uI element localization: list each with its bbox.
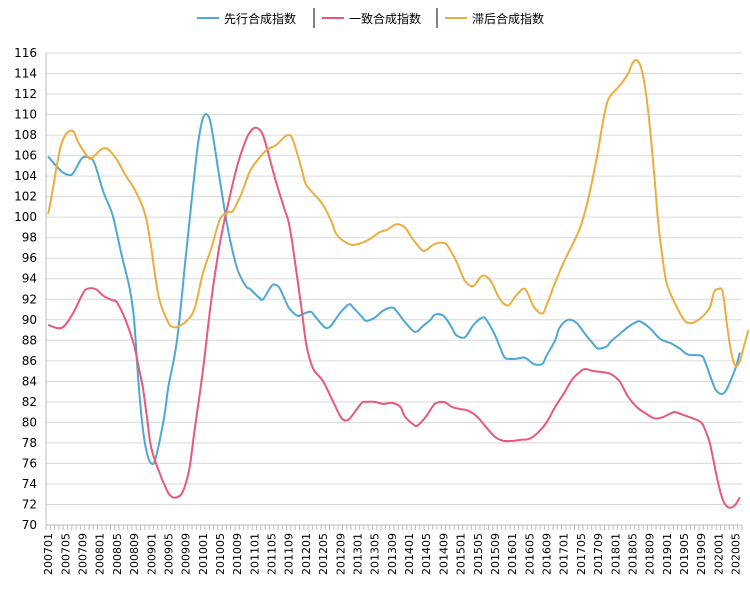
x-tick-label: 201109 xyxy=(283,533,296,575)
y-tick-label: 116 xyxy=(14,46,37,60)
x-tick-label: 201409 xyxy=(437,533,450,575)
y-tick-label: 84 xyxy=(22,374,37,388)
y-tick-label: 76 xyxy=(22,456,37,470)
x-axis: 200701 200705 200709 200801 200805 200809 2009… xyxy=(42,524,743,575)
x-tick-label: 200801 xyxy=(94,533,107,575)
series-lines xyxy=(47,59,750,509)
x-tick-label: 201405 xyxy=(420,533,433,575)
x-tick-label: 201105 xyxy=(266,533,279,575)
y-tick-label: 86 xyxy=(22,354,37,368)
x-tick-label: 200701 xyxy=(42,533,55,575)
x-tick-label: 202001 xyxy=(712,533,725,575)
y-tick-label: 108 xyxy=(14,128,37,142)
x-tick-label: 201101 xyxy=(248,533,261,575)
x-tick-label: 200709 xyxy=(77,533,90,575)
legend-label-2: 一致合成指数 xyxy=(349,11,421,26)
y-tick-label: 78 xyxy=(22,436,37,450)
x-tick-label: 202005 xyxy=(730,533,743,575)
x-tick-label: 200909 xyxy=(180,533,193,575)
y-tick-label: 114 xyxy=(14,67,37,81)
y-tick-label: 94 xyxy=(22,272,37,286)
series-line-1 xyxy=(47,113,741,466)
y-tick-label: 102 xyxy=(14,190,37,204)
x-tick-label: 201701 xyxy=(558,533,571,575)
x-tick-label: 201809 xyxy=(644,533,657,575)
chart-legend: 先行合成指数 一致合成指数 滞后合成指数 xyxy=(197,8,544,28)
y-tick-label: 88 xyxy=(22,333,37,347)
x-tick-label: 200905 xyxy=(162,533,175,575)
x-tick-label: 201309 xyxy=(386,533,399,575)
y-tick-label: 96 xyxy=(22,251,37,265)
y-tick-label: 80 xyxy=(22,415,37,429)
x-tick-label: 201001 xyxy=(197,533,210,575)
x-tick-label: 201501 xyxy=(455,533,468,575)
x-tick-label: 200809 xyxy=(128,533,141,575)
x-tick-label: 201005 xyxy=(214,533,227,575)
x-tick-label: 201801 xyxy=(609,533,622,575)
x-tick-label: 201909 xyxy=(695,533,708,575)
y-tick-label: 112 xyxy=(14,87,37,101)
y-tick-label: 90 xyxy=(22,313,37,327)
y-gridlines xyxy=(46,52,742,526)
x-tick-label: 200901 xyxy=(145,533,158,575)
x-tick-label: 201401 xyxy=(403,533,416,575)
y-tick-label: 98 xyxy=(22,231,37,245)
x-tick-label: 200705 xyxy=(59,533,72,575)
x-tick-label: 201609 xyxy=(541,533,554,575)
y-tick-label: 106 xyxy=(14,149,37,163)
y-tick-label: 104 xyxy=(14,169,37,183)
y-tick-label: 92 xyxy=(22,292,37,306)
x-tick-label: 201905 xyxy=(678,533,691,575)
x-tick-label: 201505 xyxy=(472,533,485,575)
series-line-3 xyxy=(47,59,750,368)
x-tick-label: 201209 xyxy=(334,533,347,575)
x-tick-label: 201301 xyxy=(351,533,364,575)
y-tick-label: 110 xyxy=(14,108,37,122)
x-tick-label: 201901 xyxy=(661,533,674,575)
y-tick-label: 74 xyxy=(22,477,37,491)
x-tick-label: 201509 xyxy=(489,533,502,575)
x-tick-label: 201601 xyxy=(506,533,519,575)
x-tick-label: 201205 xyxy=(317,533,330,575)
legend-label-1: 先行合成指数 xyxy=(224,11,296,26)
series-line-2 xyxy=(47,126,741,509)
x-tick-label: 201009 xyxy=(231,533,244,575)
x-tick-label: 201305 xyxy=(369,533,382,575)
y-tick-label: 100 xyxy=(14,210,37,224)
y-tick-label: 72 xyxy=(22,497,37,511)
legend-label-3: 滞后合成指数 xyxy=(472,11,544,26)
x-tick-label: 201705 xyxy=(575,533,588,575)
y-axis: 70 72 74 76 78 80 82 84 86 88 90 92 94 96 98 100 102 104 1… xyxy=(14,46,47,532)
x-tick-label: 201605 xyxy=(523,533,536,575)
x-tick-label: 201805 xyxy=(626,533,639,575)
x-tick-label: 201709 xyxy=(592,533,605,575)
x-tick-label: 200805 xyxy=(111,533,124,575)
y-tick-label: 82 xyxy=(22,395,37,409)
y-tick-label: 70 xyxy=(22,518,37,532)
x-tick-label: 201201 xyxy=(300,533,313,575)
